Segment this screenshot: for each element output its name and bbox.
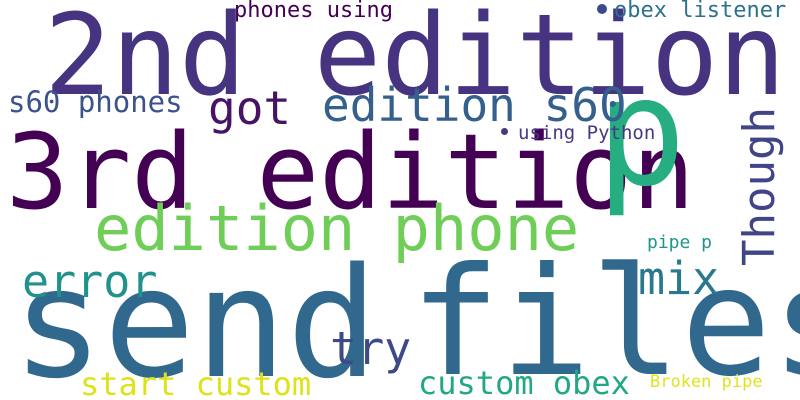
word-using-python: using Python — [518, 122, 656, 144]
word-edition-s60: edition s60 — [322, 78, 627, 132]
word-obex-listener: obex listener — [614, 0, 787, 23]
dot-mark-top — [597, 4, 607, 14]
word-files: files — [410, 236, 800, 400]
word-broken-pipe: Broken pipe — [650, 372, 763, 392]
word-got: got — [208, 81, 292, 135]
word-2nd-edition: 2nd edition — [44, 0, 786, 121]
dot-mark-mid — [501, 128, 508, 135]
word-error: error — [22, 255, 158, 308]
word-try: try — [330, 322, 412, 375]
word-mix: mix — [638, 252, 720, 305]
word-start-custom: start custom — [80, 365, 312, 400]
word-s60-phones: s60 phones — [8, 85, 183, 119]
word-send: send — [12, 235, 379, 400]
word-pipe-p: pipe p — [647, 232, 713, 253]
word-edition-phone: edition phone — [94, 192, 580, 265]
word-custom-obex: custom obex — [418, 364, 630, 400]
word-phones-using: phones using — [234, 0, 393, 23]
word-though: Though — [734, 107, 785, 266]
word-p: p — [596, 46, 687, 220]
word-3rd-edition: 3rd edition — [6, 111, 695, 233]
